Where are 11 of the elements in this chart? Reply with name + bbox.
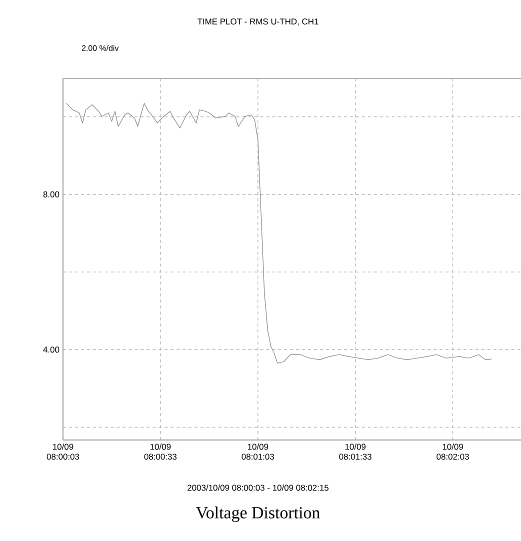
y-tick-label: 4.00: [43, 346, 60, 353]
x-tick-label: 10/09 08:02:03: [436, 444, 469, 460]
text: 2003/10/09 08:00:03 - 10/09 08:02:15: [188, 484, 328, 491]
chart-title: TIME PLOT - RMS U-THD, CH1: [198, 18, 318, 26]
x-tick-label: 10/09 08:01:33: [339, 444, 372, 460]
x-tick-label: 10/09 08:00:33: [144, 444, 177, 460]
x-tick-label: 10/09 08:01:03: [242, 444, 274, 460]
x-tick-label: 10/09 08:00:03: [46, 444, 80, 460]
line-series: [66, 102, 492, 364]
y-tick-label: 8.00: [43, 191, 60, 198]
text: Voltage Distortion: [196, 506, 320, 522]
